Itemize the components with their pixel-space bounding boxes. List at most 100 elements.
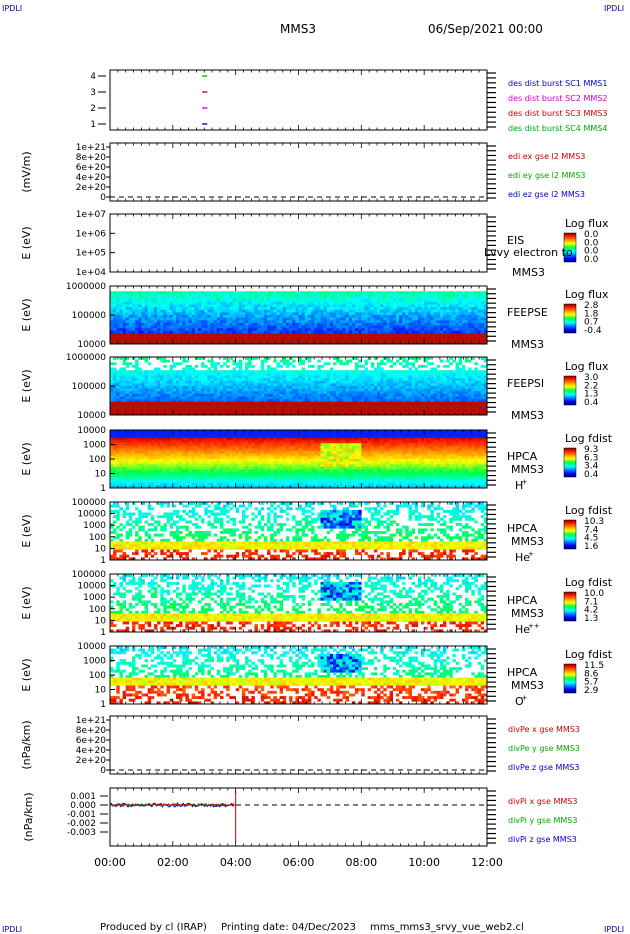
heatmap-cell	[210, 312, 214, 316]
heatmap-cell	[154, 412, 158, 416]
heatmap-cell	[135, 364, 139, 368]
heatmap-cell	[157, 328, 161, 332]
heatmap-cell	[465, 322, 469, 326]
heatmap-cell	[267, 386, 271, 389]
heatmap-cell	[144, 315, 149, 318]
heatmap-cell	[251, 338, 255, 342]
heatmap-cell	[333, 309, 337, 313]
heatmap-cell	[235, 401, 240, 405]
heatmap-cell	[342, 315, 346, 318]
heatmap-cell	[298, 293, 302, 297]
heatmap-cell	[144, 378, 149, 382]
heatmap-cell	[232, 380, 236, 384]
heatmap-cell	[160, 401, 164, 405]
heatmap-cell	[443, 325, 447, 329]
heatmap-cell	[254, 401, 258, 405]
heatmap-cell	[443, 409, 447, 413]
heatmap-cell	[339, 299, 343, 303]
heatmap-cell	[430, 372, 434, 376]
heatmap-cell	[333, 401, 337, 405]
heatmap-cell	[276, 407, 280, 411]
heatmap-cell	[380, 307, 384, 311]
heatmap-cell	[477, 291, 482, 295]
heatmap-cell	[282, 317, 287, 321]
heatmap-cell	[392, 391, 397, 395]
heatmap-cell	[226, 393, 230, 397]
heatmap-cell	[443, 291, 447, 295]
heatmap-cell	[132, 301, 136, 305]
heatmap-cell	[414, 401, 419, 405]
heatmap-cell	[176, 341, 180, 345]
heatmap-cell	[483, 317, 488, 321]
heatmap-cell	[223, 372, 227, 376]
heatmap-cell	[257, 409, 262, 413]
heatmap-p5	[110, 357, 488, 416]
heatmap-cell	[314, 299, 318, 303]
heatmap-cell	[364, 370, 368, 374]
heatmap-cell	[122, 301, 127, 305]
heatmap-cell	[235, 391, 240, 395]
heatmap-cell	[468, 291, 472, 295]
heatmap-cell	[298, 291, 302, 295]
heatmap-cell	[267, 409, 271, 413]
heatmap-cell	[279, 396, 284, 400]
heatmap-cell	[229, 322, 233, 326]
heatmap-cell	[307, 372, 312, 376]
heatmap-cell	[116, 296, 120, 300]
heatmap-cell	[122, 338, 127, 342]
heatmap-cell	[392, 372, 397, 376]
heatmap-cell	[147, 291, 152, 295]
heatmap-cell	[122, 330, 127, 334]
heatmap-cell	[110, 412, 114, 416]
heatmap-cell	[292, 296, 296, 300]
heatmap-cell	[339, 315, 343, 318]
heatmap-cell	[399, 315, 403, 318]
heatmap-cell	[317, 412, 321, 416]
heatmap-cell	[307, 328, 312, 332]
heatmap-cell	[157, 325, 161, 329]
heatmap-cell	[461, 293, 466, 297]
heatmap-cell	[235, 370, 240, 374]
plot-frame	[109, 213, 488, 273]
heatmap-cell	[395, 322, 400, 326]
heatmap-cell	[383, 404, 387, 408]
heatmap-cell	[439, 399, 444, 403]
heatmap-cell	[141, 296, 145, 300]
heatmap-cell	[257, 378, 262, 382]
heatmap-cell	[191, 301, 196, 305]
heatmap-cell	[113, 412, 117, 416]
heatmap-cell	[336, 291, 340, 295]
heatmap-cell	[392, 307, 397, 311]
heatmap-cell	[329, 383, 334, 387]
heatmap-cell	[392, 383, 397, 387]
heatmap-cell	[351, 293, 356, 297]
heatmap-cell	[204, 401, 208, 405]
heatmap-cell	[141, 307, 145, 311]
heatmap-cell	[176, 388, 180, 392]
heatmap-cell	[392, 386, 397, 389]
heatmap-cell	[361, 309, 365, 313]
heatmap-cell	[424, 357, 428, 360]
heatmap-cell	[446, 307, 450, 311]
heatmap-cell	[270, 299, 274, 303]
heatmap-cell	[201, 399, 205, 403]
heatmap-cell	[452, 304, 456, 308]
heatmap-cell	[326, 299, 331, 303]
heatmap-cell	[477, 336, 482, 340]
heatmap-cell	[210, 317, 214, 321]
heatmap-cell	[254, 328, 258, 332]
heatmap-cell	[348, 315, 353, 318]
heatmap-cell	[370, 393, 375, 397]
heatmap-cell	[248, 312, 252, 316]
heatmap-cell	[216, 338, 221, 342]
heatmap-cell	[471, 296, 475, 300]
heatmap-cell	[282, 375, 287, 379]
heatmap-cell	[182, 380, 186, 384]
heatmap-cell	[364, 301, 368, 305]
heatmap-cell	[358, 317, 362, 321]
heatmap-cell	[251, 409, 255, 413]
heatmap-cell	[150, 320, 155, 324]
heatmap-cell	[260, 315, 265, 318]
heatmap-cell	[370, 296, 375, 300]
heatmap-cell	[414, 317, 419, 321]
